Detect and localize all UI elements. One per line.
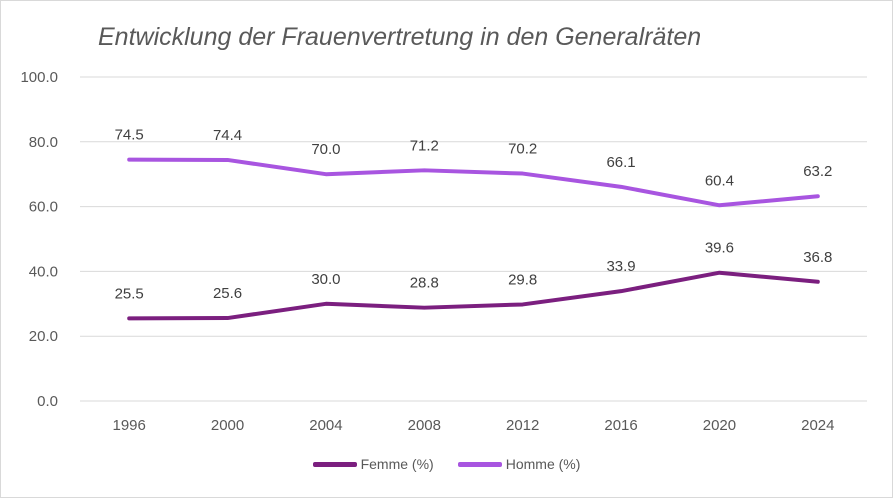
data-label: 60.4 bbox=[705, 172, 734, 189]
x-tick-label: 1996 bbox=[113, 417, 146, 434]
data-label: 66.1 bbox=[606, 154, 635, 171]
x-tick-label: 2000 bbox=[211, 417, 244, 434]
x-tick-label: 2012 bbox=[506, 417, 539, 434]
legend-label-femme: Femme (%) bbox=[360, 456, 434, 472]
legend-item-homme: Homme (%) bbox=[457, 456, 581, 472]
data-label: 28.8 bbox=[410, 275, 439, 292]
y-tick-label: 0.0 bbox=[37, 393, 58, 410]
legend-label-homme: Homme (%) bbox=[505, 456, 581, 472]
x-tick-label: 2020 bbox=[703, 417, 736, 434]
data-label: 70.2 bbox=[508, 141, 537, 158]
y-tick-label: 60.0 bbox=[29, 199, 58, 216]
x-tick-label: 2008 bbox=[408, 417, 441, 434]
legend-swatch-femme bbox=[312, 461, 357, 467]
y-tick-label: 20.0 bbox=[29, 328, 58, 345]
data-label: 29.8 bbox=[508, 271, 537, 288]
data-label: 74.5 bbox=[115, 127, 144, 144]
y-tick-label: 100.0 bbox=[20, 69, 58, 86]
data-label: 25.5 bbox=[115, 285, 144, 302]
series-line-femme bbox=[127, 270, 820, 321]
x-tick-label: 2024 bbox=[801, 417, 834, 434]
y-tick-label: 40.0 bbox=[29, 263, 58, 280]
series-line-homme bbox=[127, 157, 820, 208]
data-label: 33.9 bbox=[606, 258, 635, 275]
x-tick-label: 2016 bbox=[604, 417, 637, 434]
data-label: 25.6 bbox=[213, 285, 242, 302]
x-tick-label: 2004 bbox=[309, 417, 342, 434]
data-label: 70.0 bbox=[311, 141, 340, 158]
data-label: 74.4 bbox=[213, 127, 242, 144]
legend: Femme (%) Homme (%) bbox=[0, 456, 893, 472]
legend-item-femme: Femme (%) bbox=[312, 456, 434, 472]
data-label: 71.2 bbox=[410, 137, 439, 154]
legend-swatch-homme bbox=[457, 461, 502, 467]
y-tick-label: 80.0 bbox=[29, 134, 58, 151]
chart-title: Entwicklung der Frauenvertretung in den … bbox=[98, 23, 702, 51]
data-label: 36.8 bbox=[803, 249, 832, 266]
data-label: 39.6 bbox=[705, 240, 734, 257]
data-label: 30.0 bbox=[311, 271, 340, 288]
data-label: 63.2 bbox=[803, 163, 832, 180]
